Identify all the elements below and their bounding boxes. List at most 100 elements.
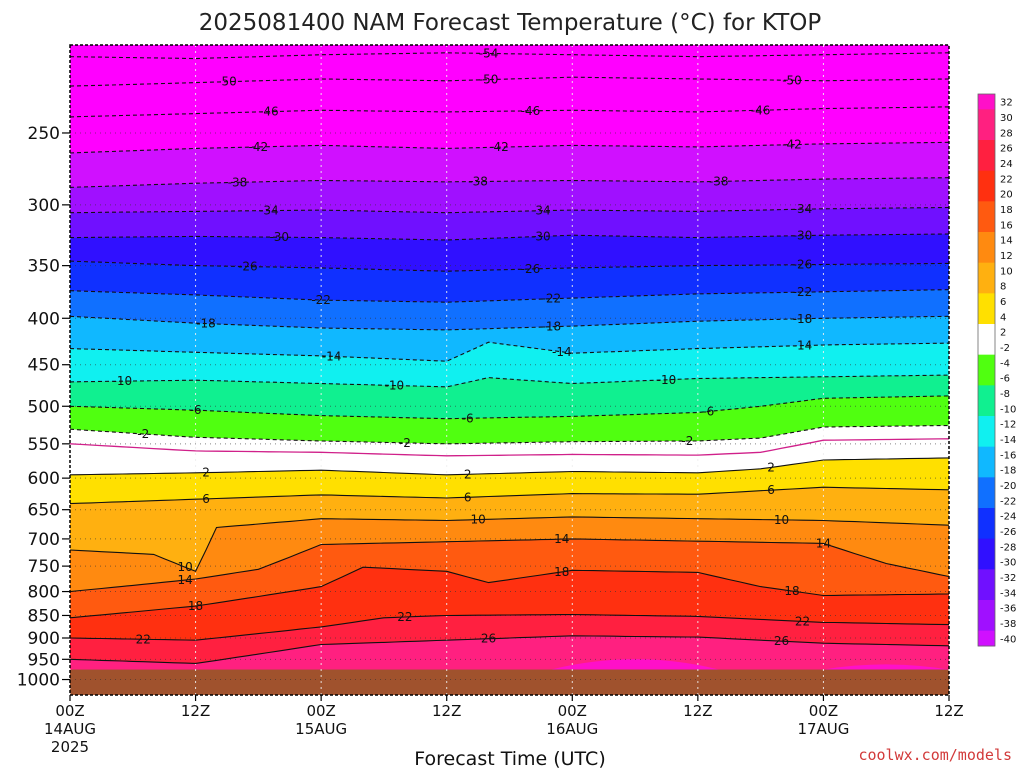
colorbar-swatch--28 (978, 538, 995, 555)
colorbar-swatch-28 (978, 124, 995, 141)
colorbar-label--28: -28 (1000, 542, 1016, 553)
contour-label--18-0: -18 (196, 317, 216, 331)
colorbar-label--18: -18 (1000, 466, 1016, 477)
fill-band--42 (70, 142, 949, 188)
colorbar-swatch--14 (978, 431, 995, 448)
contour-line-6 (70, 486, 949, 505)
colorbar-label-12: 12 (1000, 251, 1013, 262)
colorbar-label-8: 8 (1000, 282, 1006, 293)
contour-line-18 (70, 566, 949, 619)
colorbar-label-6: 6 (1000, 297, 1006, 308)
colorbar-label-14: 14 (1000, 236, 1013, 247)
fill-warm-pocket-17aug (823, 664, 949, 670)
contour-label--50-1: -50 (479, 73, 499, 87)
fill-band--54 (70, 52, 949, 87)
contour-line-2 (70, 457, 949, 476)
colorbar-label--38: -38 (1000, 619, 1016, 630)
fill-band-6 (70, 487, 949, 572)
x-tick-date-24: 15AUG (295, 720, 347, 738)
colorbar-frame (977, 93, 996, 647)
fill-band--50 (70, 77, 949, 117)
y-axis: 250 300 350 400 450 500 550 600 650 700 750 800 850 9… (17, 124, 70, 691)
fill-band--46 (70, 106, 949, 153)
colorbar-label-24: 24 (1000, 159, 1013, 170)
contour-label-22-1: 22 (397, 610, 412, 624)
credit-text: coolwx.com/models (858, 746, 1012, 764)
contour-label--54-0: -54 (479, 46, 499, 60)
colorbar-swatch--4 (978, 354, 995, 371)
colorbar-swatch--12 (978, 416, 995, 432)
contour-label--6-1: -6 (462, 411, 474, 425)
colorbar-label--4: -4 (1000, 358, 1010, 369)
y-tick-label-950: 950 (28, 650, 60, 670)
contour-label--34-0: -34 (259, 204, 279, 218)
contour-label-14-1: 14 (554, 532, 569, 546)
colorbar-swatch-24 (978, 155, 995, 172)
contour-label-6-0: 6 (202, 492, 210, 506)
colorbar-swatch--18 (978, 462, 995, 478)
contour-label-26-1: 26 (774, 634, 789, 648)
contour-label-18-2: 18 (784, 584, 799, 598)
contour-label--26-0: -26 (238, 260, 258, 274)
colorbar-label--16: -16 (1000, 450, 1016, 461)
contour-label-10-0: 10 (177, 560, 192, 574)
contour-layer: -54 -50 -50 -50 -46 -46 -46 -42 -42 -42 -38 -38 -38 -… (70, 46, 949, 664)
y-tick-label-500: 500 (28, 397, 60, 417)
temperature-fill-layer (70, 45, 949, 695)
y-tick-label-450: 450 (28, 356, 60, 376)
colorbar-swatch-16 (978, 216, 995, 233)
colorbar-swatch--2 (978, 339, 995, 356)
contour-line-14 (70, 538, 949, 593)
x-tick-label-12: 12Z (181, 702, 210, 720)
contour-line-26 (70, 635, 949, 664)
contour-label--14-1: -14 (552, 345, 572, 359)
contour-line-0 (70, 438, 949, 457)
contour-label--22-1: -22 (542, 292, 562, 306)
y-tick-label-400: 400 (28, 309, 60, 329)
contour-label--30-2: -30 (793, 229, 813, 243)
colorbar-label--22: -22 (1000, 496, 1016, 507)
contour-line-10 (70, 516, 949, 572)
colorbar-swatch--32 (978, 569, 995, 586)
x-tick-date-48: 16AUG (546, 720, 598, 738)
colorbar-swatch--24 (978, 508, 995, 524)
fill-band--2 (70, 425, 949, 456)
colorbar-label-16: 16 (1000, 220, 1013, 231)
plot-frame (69, 44, 950, 696)
x-tick-date-0: 14AUG (44, 720, 96, 738)
contour-line--14 (70, 341, 949, 362)
y-tick-label-900: 900 (28, 629, 60, 649)
x-tick-year-0: 2025 (51, 738, 89, 756)
colorbar-swatch-30 (978, 109, 995, 126)
fill-band--18 (70, 316, 949, 362)
colorbar-label--30: -30 (1000, 558, 1016, 569)
contour-label--22-2: -22 (793, 285, 813, 299)
contour-label--46-1: -46 (521, 104, 541, 118)
contour-label--6-2: -6 (702, 404, 714, 418)
x-axis-label: Forecast Time (UTC) (414, 748, 605, 768)
x-tick-date-72: 17AUG (797, 720, 849, 738)
colorbar-swatch-4 (978, 308, 995, 325)
fill-band--34 (70, 207, 949, 240)
colorbar-label--14: -14 (1000, 435, 1016, 446)
terrain-layer (70, 669, 949, 695)
fill-band--6 (70, 395, 949, 444)
colorbar-label-30: 30 (1000, 113, 1013, 124)
colorbar-label--8: -8 (1000, 389, 1010, 400)
colorbar-label--24: -24 (1000, 512, 1016, 523)
x-tick-label-36: 12Z (432, 702, 461, 720)
contour-label--30-0: -30 (269, 230, 289, 244)
contour-label-10-2: 10 (774, 513, 789, 527)
colorbar-label--32: -32 (1000, 573, 1016, 584)
colorbar-swatch--22 (978, 492, 995, 509)
contour-label-14-0: 14 (177, 573, 192, 587)
colorbar: 32 30 28 26 24 22 20 18 16 14 12 10 8 6 4 2 -2 -4 -6 -8 -10 -… (977, 93, 1016, 647)
fill-band--14 (70, 342, 949, 387)
contour-label--34-1: -34 (531, 204, 551, 218)
x-tick-label-72: 00Z (809, 702, 838, 720)
colorbar-label-4: 4 (1000, 312, 1006, 323)
colorbar-label-32: 32 (1000, 98, 1013, 109)
colorbar-swatch--36 (978, 600, 995, 616)
y-tick-label-700: 700 (28, 530, 60, 550)
